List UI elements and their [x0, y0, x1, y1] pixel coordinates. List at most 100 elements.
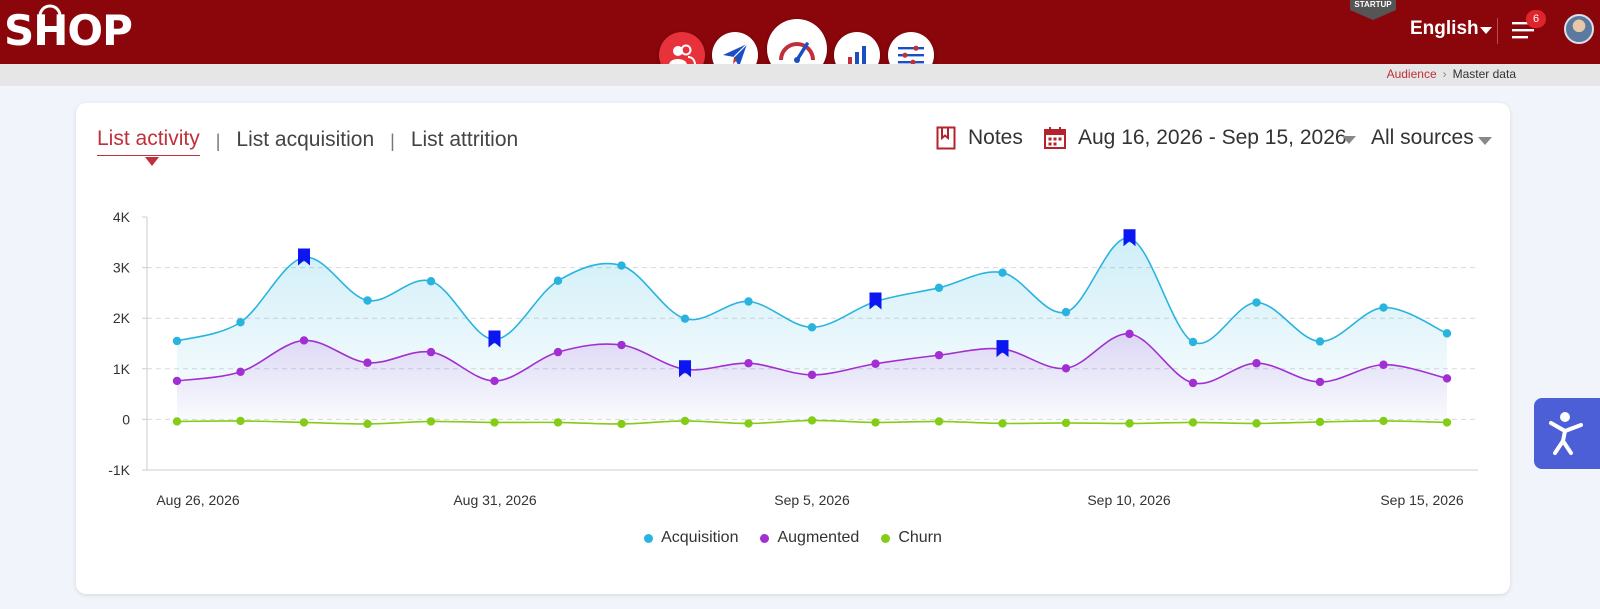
- data-point-acquisition[interactable]: [426, 277, 436, 286]
- data-point-churn[interactable]: [617, 419, 626, 429]
- y-tick-label: 0: [122, 411, 130, 427]
- data-point-churn[interactable]: [236, 416, 245, 426]
- data-point-acquisition[interactable]: [172, 336, 182, 346]
- source-value: All sources: [1371, 126, 1474, 149]
- data-point-acquisition[interactable]: [680, 314, 690, 323]
- legend-dot: [644, 533, 654, 543]
- data-point-acquisition[interactable]: [553, 276, 563, 285]
- data-point-augmented[interactable]: [1061, 364, 1071, 373]
- date-range-value: Aug 16, 2026 - Sep 15, 2026: [1078, 126, 1347, 149]
- data-point-churn[interactable]: [1252, 419, 1261, 428]
- data-point-churn[interactable]: [490, 418, 499, 427]
- data-point-churn[interactable]: [426, 417, 436, 426]
- accessibility-widget-button[interactable]: [1534, 398, 1600, 469]
- data-point-acquisition[interactable]: [1442, 329, 1452, 338]
- breadcrumb-audience-link[interactable]: Audience: [1386, 67, 1437, 81]
- data-point-acquisition[interactable]: [1379, 303, 1388, 312]
- data-point-acquisition[interactable]: [998, 268, 1007, 277]
- tab-list-activity[interactable]: List activity: [97, 127, 200, 166]
- data-point-acquisition[interactable]: [807, 323, 817, 332]
- note-marker-icon[interactable]: [298, 248, 310, 266]
- chevron-down-icon[interactable]: [1478, 137, 1492, 145]
- data-point-churn[interactable]: [553, 418, 563, 427]
- data-point-churn[interactable]: [680, 416, 690, 426]
- data-point-churn[interactable]: [934, 417, 944, 426]
- data-point-augmented[interactable]: [363, 358, 372, 367]
- note-marker-icon[interactable]: [679, 360, 691, 378]
- chevron-down-icon[interactable]: [1342, 136, 1356, 144]
- data-point-augmented[interactable]: [744, 359, 753, 368]
- data-point-augmented[interactable]: [807, 370, 817, 380]
- data-point-churn[interactable]: [1315, 417, 1325, 427]
- chevron-right-icon: ›: [1442, 67, 1447, 81]
- source-selector[interactable]: All sources: [1371, 126, 1474, 150]
- note-marker-icon[interactable]: [996, 340, 1009, 358]
- data-point-churn[interactable]: [363, 419, 372, 429]
- note-marker-icon[interactable]: [869, 292, 882, 310]
- x-tick-label: Aug 26, 2026: [156, 492, 240, 508]
- data-point-acquisition[interactable]: [1061, 307, 1071, 317]
- data-point-augmented[interactable]: [1315, 377, 1325, 387]
- data-point-acquisition[interactable]: [1315, 337, 1325, 346]
- data-point-augmented[interactable]: [617, 340, 626, 350]
- data-point-augmented[interactable]: [1125, 329, 1134, 339]
- x-tick-label: Sep 10, 2026: [1087, 492, 1171, 508]
- data-point-augmented[interactable]: [1252, 359, 1261, 368]
- language-label: English: [1410, 18, 1479, 39]
- legend-item-acquisition[interactable]: Acquisition: [644, 529, 738, 547]
- y-tick-label: 3K: [113, 260, 131, 276]
- data-point-augmented[interactable]: [172, 376, 182, 386]
- notes-icon[interactable]: [936, 126, 956, 150]
- data-point-churn[interactable]: [1188, 418, 1198, 427]
- legend-label: Acquisition: [661, 529, 739, 546]
- chevron-down-icon[interactable]: [1480, 27, 1492, 34]
- data-point-augmented[interactable]: [553, 347, 563, 357]
- data-point-churn[interactable]: [172, 417, 182, 426]
- hamburger-menu-icon[interactable]: [1512, 19, 1536, 41]
- tab-list-attrition[interactable]: List attrition: [410, 127, 519, 151]
- data-point-churn[interactable]: [1379, 416, 1388, 426]
- calendar-icon[interactable]: [1043, 126, 1067, 150]
- data-point-churn[interactable]: [299, 418, 309, 427]
- legend-label: Churn: [898, 529, 942, 546]
- data-point-churn[interactable]: [998, 419, 1007, 428]
- data-point-acquisition[interactable]: [236, 318, 245, 327]
- data-point-augmented[interactable]: [1188, 378, 1198, 388]
- data-point-acquisition[interactable]: [363, 296, 372, 305]
- data-point-churn[interactable]: [1061, 418, 1071, 428]
- data-point-churn[interactable]: [871, 418, 880, 427]
- data-point-churn[interactable]: [1442, 418, 1452, 427]
- language-selector[interactable]: English: [1410, 18, 1479, 40]
- data-point-augmented[interactable]: [871, 359, 880, 368]
- data-point-churn[interactable]: [807, 416, 817, 425]
- shop-logo[interactable]: SHOP: [4, 6, 133, 55]
- active-tab-pointer: [145, 157, 159, 166]
- date-range-picker[interactable]: Aug 16, 2026 - Sep 15, 2026: [1078, 126, 1347, 150]
- data-point-augmented[interactable]: [1442, 374, 1452, 383]
- tab-list-acquisition[interactable]: List acquisition: [236, 127, 375, 151]
- data-point-augmented[interactable]: [490, 376, 499, 386]
- data-point-churn[interactable]: [1125, 419, 1134, 428]
- note-marker-icon[interactable]: [1123, 229, 1136, 247]
- note-marker-icon[interactable]: [488, 330, 501, 348]
- data-point-acquisition[interactable]: [934, 283, 944, 293]
- data-point-acquisition[interactable]: [1188, 337, 1198, 347]
- legend-item-churn[interactable]: Churn: [881, 529, 942, 547]
- startup-badge-text: STARTUP: [1354, 0, 1392, 9]
- data-point-acquisition[interactable]: [617, 261, 626, 270]
- data-point-augmented[interactable]: [299, 336, 309, 345]
- data-point-augmented[interactable]: [426, 347, 436, 357]
- breadcrumb: Audience › Master data: [1387, 67, 1516, 81]
- legend-item-augmented[interactable]: Augmented: [760, 529, 859, 547]
- data-point-acquisition[interactable]: [1252, 298, 1261, 307]
- data-point-augmented[interactable]: [236, 367, 245, 377]
- notes-button[interactable]: Notes: [968, 126, 1023, 150]
- startup-badge: STARTUP: [1350, 0, 1396, 20]
- paper-plane-icon: [723, 43, 748, 67]
- data-point-churn[interactable]: [744, 419, 753, 428]
- data-point-augmented[interactable]: [1379, 360, 1388, 369]
- data-point-augmented[interactable]: [934, 350, 944, 360]
- data-point-acquisition[interactable]: [744, 297, 753, 306]
- avatar[interactable]: [1564, 14, 1594, 44]
